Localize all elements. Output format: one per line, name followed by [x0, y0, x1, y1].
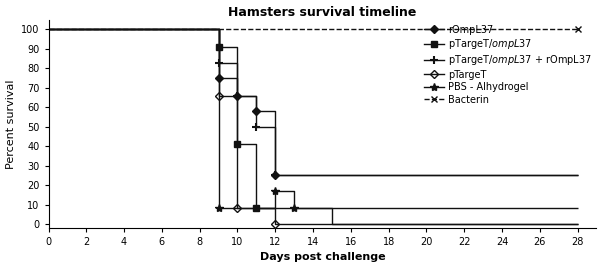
X-axis label: Days post challenge: Days post challenge	[259, 252, 385, 262]
Legend: rOmpL37, pTargeT/$\it{ompL37}$, pTargeT/$\it{ompL37}$ + rOmpL37, pTargeT, PBS - : rOmpL37, pTargeT/$\it{ompL37}$, pTargeT/…	[421, 21, 595, 109]
Y-axis label: Percent survival: Percent survival	[5, 79, 16, 169]
Title: Hamsters survival timeline: Hamsters survival timeline	[228, 6, 417, 18]
